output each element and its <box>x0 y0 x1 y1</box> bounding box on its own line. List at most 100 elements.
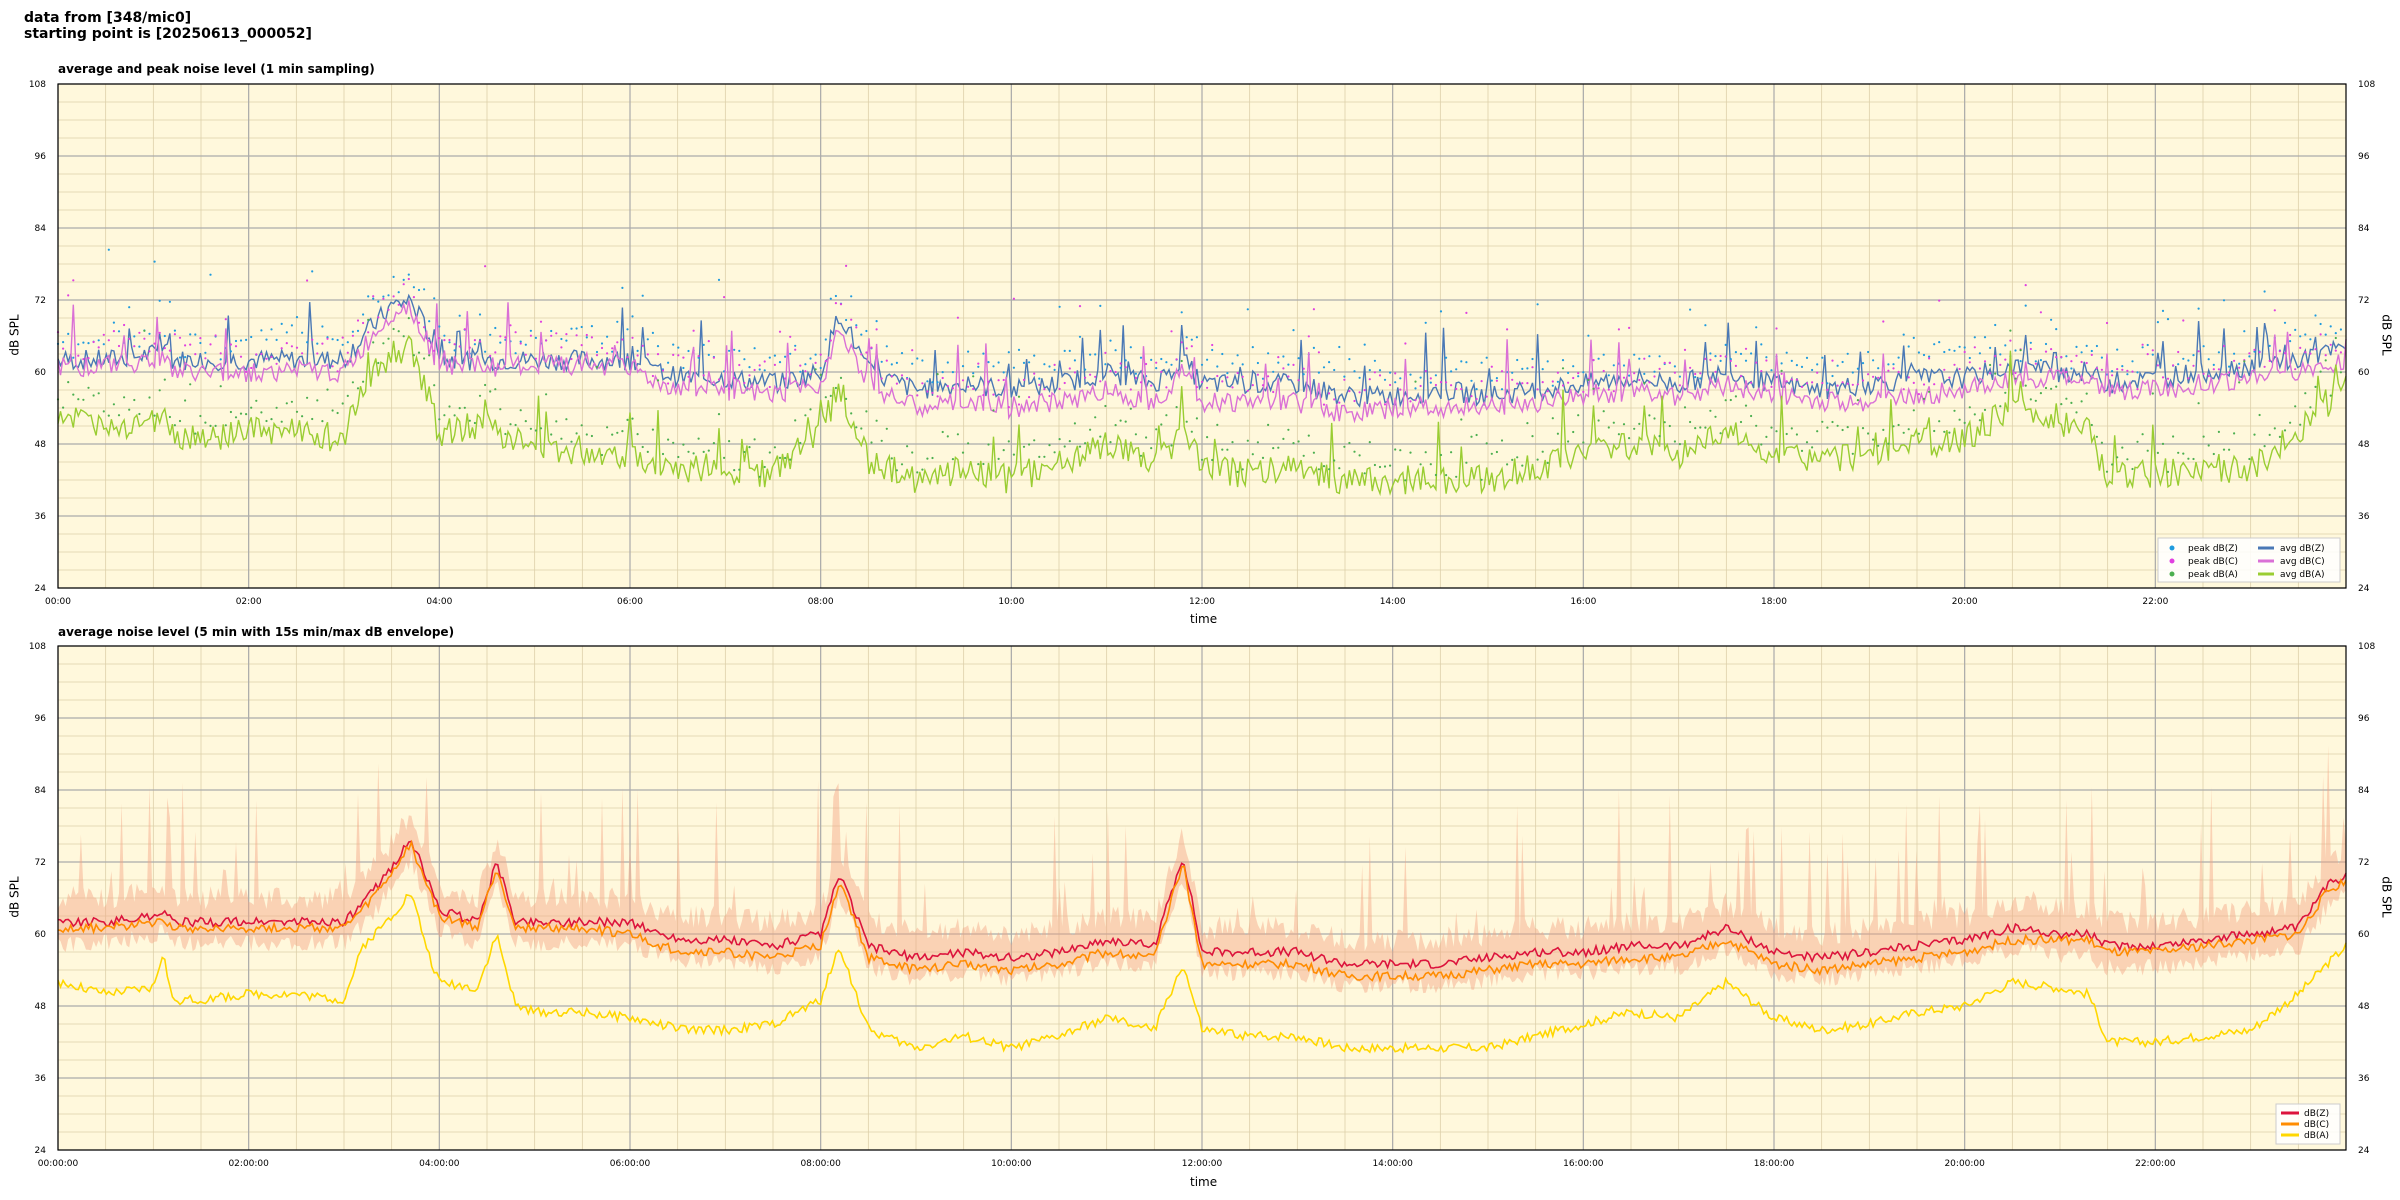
peak-point <box>1409 400 1412 403</box>
peak-point <box>2014 377 2017 380</box>
peak-point <box>1450 384 1453 387</box>
peak-point <box>367 295 370 298</box>
peak-point <box>2024 284 2027 287</box>
peak-point <box>519 340 522 343</box>
peak-point <box>794 344 797 347</box>
peak-point <box>494 388 497 391</box>
x-tick-label: 14:00:00 <box>1372 1159 1413 1169</box>
peak-point <box>301 331 304 334</box>
peak-point <box>1867 373 1870 376</box>
peak-point <box>621 286 624 289</box>
peak-point <box>468 346 471 349</box>
peak-point <box>687 450 690 453</box>
peak-point <box>346 394 349 397</box>
peak-point <box>916 471 919 474</box>
peak-point <box>2177 363 2180 366</box>
peak-point <box>1068 349 1071 352</box>
peak-point <box>311 270 314 273</box>
x-tick-label: 16:00:00 <box>1563 1159 1604 1169</box>
peak-point <box>753 347 756 350</box>
peak-point <box>1378 465 1382 469</box>
peak-point <box>178 356 182 359</box>
peak-point <box>1500 370 1504 373</box>
peak-point <box>1683 348 1687 351</box>
peak-point <box>1511 458 1514 461</box>
peak-point <box>2136 371 2139 374</box>
peak-point <box>1292 329 1295 332</box>
peak-point <box>1790 359 1793 362</box>
peak-point <box>646 338 649 341</box>
peak-point <box>1521 464 1524 467</box>
peak-point <box>1282 367 1285 370</box>
peak-point <box>463 406 466 409</box>
peak-point <box>606 426 609 429</box>
peak-point <box>1805 356 1809 359</box>
peak-point <box>1912 381 1915 384</box>
peak-point <box>2238 366 2241 369</box>
peak-point <box>1277 361 1280 364</box>
peak-point <box>1007 351 1010 354</box>
peak-point <box>519 342 522 345</box>
peak-point <box>2177 350 2180 354</box>
peak-point <box>1917 432 1920 435</box>
peak-point <box>728 440 731 443</box>
peak-point <box>1226 448 1229 451</box>
peak-point <box>641 294 644 297</box>
peak-point <box>656 345 660 348</box>
peak-point <box>606 335 609 338</box>
peak-point <box>443 334 446 337</box>
peak-point <box>748 374 751 377</box>
peak-point <box>570 357 573 361</box>
peak-point <box>382 342 385 345</box>
peak-point <box>900 352 904 355</box>
peak-point <box>1572 430 1575 434</box>
chart1-frame <box>57 83 2347 589</box>
peak-point <box>351 381 354 384</box>
peak-point <box>1104 363 1107 366</box>
peak-point <box>773 354 777 357</box>
peak-point <box>1475 388 1478 391</box>
peak-point <box>1068 440 1071 443</box>
peak-point <box>1185 420 1188 423</box>
peak-point <box>214 424 217 427</box>
peak-point <box>229 343 232 346</box>
peak-point <box>1139 454 1143 457</box>
peak-point <box>112 321 115 324</box>
peak-point <box>667 382 670 385</box>
peak-point <box>565 418 568 421</box>
peak-point <box>321 342 324 345</box>
peak-point <box>1043 455 1046 458</box>
peak-point <box>1084 376 1087 379</box>
peak-point <box>1897 370 1900 374</box>
peak-point <box>295 316 299 319</box>
peak-point <box>2075 354 2078 357</box>
peak-point <box>1983 408 1987 411</box>
peak-point <box>1114 349 1117 352</box>
peak-point <box>895 361 899 364</box>
peak-point <box>209 273 212 276</box>
x-tick-label: 10:00 <box>998 597 1024 607</box>
peak-point <box>1811 381 1814 384</box>
peak-point <box>1200 458 1204 461</box>
peak-point <box>1180 341 1183 344</box>
peak-point <box>453 343 456 346</box>
y-tick-label-right: 72 <box>2358 858 2369 868</box>
peak-point <box>1089 353 1092 356</box>
peak-point <box>992 393 995 396</box>
peak-point <box>2065 370 2068 374</box>
peak-point <box>1755 326 1758 329</box>
peak-point <box>1622 376 1626 379</box>
peak-point <box>1602 369 1605 373</box>
peak-point <box>931 391 934 394</box>
peak-point <box>580 424 583 427</box>
peak-point <box>1709 358 1712 361</box>
peak-point <box>600 346 604 350</box>
peak-point <box>438 337 441 340</box>
peak-point <box>1892 363 1895 366</box>
peak-point <box>707 449 710 452</box>
peak-point <box>931 456 934 460</box>
peak-point <box>1612 364 1615 367</box>
peak-point <box>1094 353 1097 356</box>
peak-point <box>1256 441 1259 444</box>
peak-point <box>1760 343 1763 346</box>
